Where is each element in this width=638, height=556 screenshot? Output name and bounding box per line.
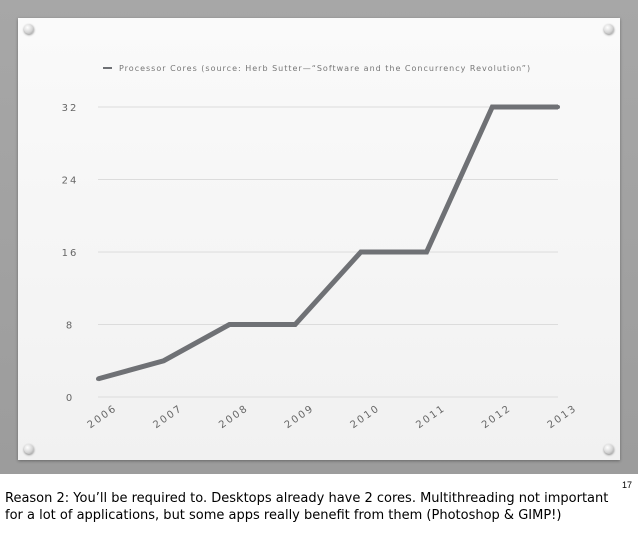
x-axis-ticks: 2006 2007 2008 2009 2010 2011 2012 2013 <box>86 403 580 431</box>
legend-label-0: Processor Cores (source: Herb Sutter—“So… <box>119 64 531 73</box>
x-tick-label-2012: 2012 <box>480 403 514 431</box>
grid-lines <box>98 106 558 398</box>
data-point-2008 <box>227 322 232 327</box>
y-tick-label-16: 16 <box>62 248 79 259</box>
data-point-2013 <box>556 105 560 109</box>
data-point-2010 <box>358 250 363 254</box>
y-tick-label-24: 24 <box>62 176 79 187</box>
data-point-2006 <box>96 376 100 381</box>
slide-number: 17 <box>621 480 632 490</box>
x-tick-label-2008: 2008 <box>217 403 251 431</box>
y-tick-label-32: 32 <box>62 103 79 114</box>
chart-board <box>18 18 620 460</box>
x-tick-label-2007: 2007 <box>151 403 185 431</box>
y-tick-label-0: 0 <box>66 393 74 404</box>
top-right-screw-icon <box>604 24 614 34</box>
y-axis-ticks: 0 8 16 24 32 <box>62 103 79 404</box>
x-tick-label-2006: 2006 <box>86 403 120 431</box>
series-group <box>96 104 560 382</box>
data-point-2011 <box>424 250 429 254</box>
data-point-2007 <box>161 358 166 363</box>
slide-background: 0 8 16 24 32 2006 2007 2008 2009 2010 2011 2012 201… <box>0 0 638 474</box>
speaker-notes: Reason 2: You’ll be required to. Desktop… <box>5 491 609 523</box>
data-point-2009 <box>293 322 298 327</box>
series-line-0 <box>97 104 558 382</box>
y-tick-label-8: 8 <box>66 321 74 332</box>
data-point-2012 <box>490 105 495 109</box>
x-tick-label-2011: 2011 <box>414 403 448 431</box>
x-tick-label-2010: 2010 <box>349 403 383 431</box>
line-chart: 0 8 16 24 32 2006 2007 2008 2009 2010 2011 2012 201… <box>62 64 580 431</box>
bottom-left-screw-icon <box>24 444 34 454</box>
x-tick-label-2013: 2013 <box>546 403 580 431</box>
bottom-right-screw-icon <box>604 444 614 454</box>
top-left-screw-icon <box>24 24 34 34</box>
x-tick-label-2009: 2009 <box>283 403 317 431</box>
legend: Processor Cores (source: Herb Sutter—“So… <box>103 64 531 73</box>
